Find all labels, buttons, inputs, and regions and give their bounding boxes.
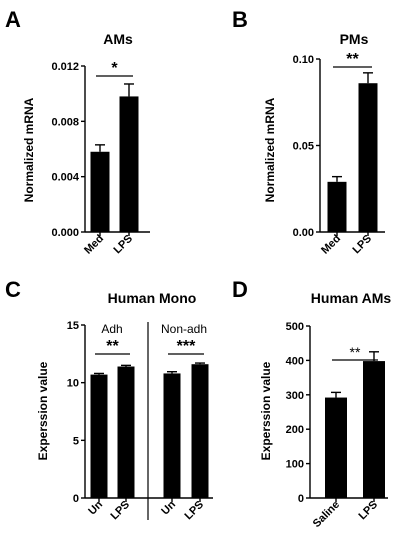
x-tick-label: LPS — [108, 499, 132, 523]
bar — [325, 397, 347, 498]
y-tick-label: 0.00 — [293, 227, 314, 239]
y-tick-label: 0.004 — [51, 172, 79, 184]
y-tick-label: 0.008 — [51, 116, 79, 128]
bar — [90, 374, 108, 498]
x-tick-label: LPS — [182, 499, 206, 523]
panel-letter-c: C — [5, 277, 21, 302]
bar — [358, 83, 378, 232]
panel-b: B PMs Normalized mRNA 0.00 0.05 0.10 Med LPS… — [232, 7, 385, 257]
y-axis-label-b: Normalized mRNA — [263, 97, 277, 202]
significance-label: *** — [177, 338, 196, 355]
y-tick-label: 400 — [286, 355, 304, 367]
panel-a: A AMs Normalized mRNA 0.0000.0040.0080.0… — [5, 7, 150, 257]
x-tick-label: Med — [319, 233, 343, 257]
group-label-non-adh: Non-adh — [161, 322, 207, 336]
y-axis-label-c: Experssion value — [36, 361, 50, 460]
x-tick-label: LPS — [350, 233, 374, 257]
x-tick-label: Med — [82, 233, 106, 257]
panel-letter-d: D — [232, 277, 248, 302]
y-tick-label: 15 — [67, 320, 79, 332]
bar — [191, 364, 209, 498]
y-tick-label: 500 — [286, 321, 304, 333]
chart-title-c: Human Mono — [108, 290, 197, 306]
y-tick-label: 0 — [73, 493, 79, 505]
significance-label: ** — [350, 344, 361, 360]
y-tick-label: 200 — [286, 424, 304, 436]
x-tick-label: Saline — [311, 499, 342, 530]
significance-label: ** — [106, 338, 119, 355]
panel-letter-a: A — [5, 7, 21, 32]
y-tick-label: 0.000 — [51, 227, 79, 239]
y-axis-label-d: Experssion value — [259, 361, 273, 460]
bar — [363, 361, 385, 498]
bar — [90, 151, 110, 232]
chart-title-d: Human AMs — [311, 290, 392, 306]
chart-title-a: AMs — [103, 31, 133, 47]
panel-letter-b: B — [232, 7, 248, 32]
bar — [163, 373, 181, 498]
bar — [119, 96, 139, 232]
y-axis-label-a: Normalized mRNA — [22, 97, 36, 202]
y-tick-label: 100 — [286, 459, 304, 471]
x-tick-label: Un — [86, 498, 105, 517]
x-tick-label: LPS — [111, 233, 135, 257]
significance-label: * — [111, 60, 118, 77]
plot-b: 0.00 0.05 0.10 Med LPS ** — [293, 51, 385, 257]
plot-d: 0 100 200 300 400 500 Saline LPS ** — [286, 321, 388, 530]
panel-c: C Human Mono Experssion value Adh Non-ad… — [5, 277, 213, 522]
x-tick-label: Un — [159, 498, 178, 517]
y-tick-label: 10 — [67, 378, 79, 390]
bar — [117, 366, 135, 498]
y-tick-label: 300 — [286, 390, 304, 402]
y-tick-label: 0.012 — [51, 61, 79, 73]
y-tick-label: 5 — [73, 435, 79, 447]
significance-label: ** — [346, 51, 359, 68]
plot-a: 0.000 0.004 0.008 0.012 Med LPS * — [51, 60, 150, 257]
y-tick-label: 0 — [298, 493, 304, 505]
panel-d: D Human AMs Experssion value 0 100 200 300 4… — [232, 277, 391, 530]
y-tick-label: 0.10 — [293, 54, 314, 66]
y-tick-label: 0.05 — [293, 141, 314, 153]
bar — [327, 181, 347, 232]
x-tick-label: LPS — [356, 499, 380, 523]
chart-title-b: PMs — [340, 31, 369, 47]
group-label-adh: Adh — [101, 322, 122, 336]
